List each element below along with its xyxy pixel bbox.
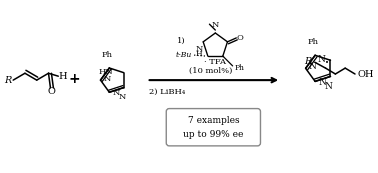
Text: 2) LiBH₄: 2) LiBH₄ <box>149 88 185 96</box>
Text: 1): 1) <box>177 37 186 45</box>
Text: · TFA: · TFA <box>204 58 226 66</box>
Text: 7 examples: 7 examples <box>187 116 239 125</box>
Text: OH: OH <box>358 70 375 79</box>
Text: Ph: Ph <box>102 51 113 59</box>
Text: O: O <box>237 34 244 42</box>
Text: N: N <box>119 93 126 101</box>
Text: up to 99% ee: up to 99% ee <box>183 130 243 139</box>
Text: R: R <box>304 57 312 66</box>
Text: N: N <box>308 62 316 71</box>
Text: H: H <box>58 72 67 81</box>
Text: N: N <box>104 75 111 83</box>
Text: R: R <box>5 76 12 85</box>
Text: O: O <box>48 87 56 96</box>
Text: N: N <box>112 89 120 97</box>
Text: +: + <box>68 72 80 86</box>
Text: HN: HN <box>99 68 114 76</box>
FancyBboxPatch shape <box>166 109 260 146</box>
Text: Ph: Ph <box>308 38 319 46</box>
Text: t-Bu: t-Bu <box>176 51 192 59</box>
Text: N: N <box>325 82 332 91</box>
Text: N: N <box>318 55 325 64</box>
Text: Ph: Ph <box>235 64 245 72</box>
Text: N: N <box>195 45 203 53</box>
Text: N: N <box>318 78 326 87</box>
Text: (10 mol%): (10 mol%) <box>189 67 232 75</box>
Text: •: • <box>325 60 328 66</box>
Text: N: N <box>212 21 219 29</box>
Text: H: H <box>196 50 203 58</box>
